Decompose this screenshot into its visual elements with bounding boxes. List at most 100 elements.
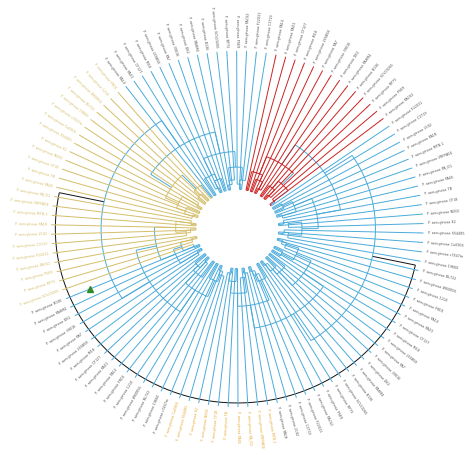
Text: P. aeruginosa PA_D1: P. aeruginosa PA_D1 — [246, 410, 252, 445]
Text: P. aeruginosa PAHM4: P. aeruginosa PAHM4 — [358, 367, 383, 397]
Text: P. aeruginosa 1210: P. aeruginosa 1210 — [84, 71, 109, 97]
Text: P. aeruginosa MTB-1: P. aeruginosa MTB-1 — [266, 408, 276, 443]
Text: P. aeruginosa C3719: P. aeruginosa C3719 — [397, 111, 428, 133]
Text: P. aeruginosa DK2: P. aeruginosa DK2 — [340, 50, 361, 78]
Text: P. aeruginosa SCV20265: P. aeruginosa SCV20265 — [365, 63, 395, 96]
Text: P. aeruginosa CF18: P. aeruginosa CF18 — [212, 410, 220, 442]
Text: P. aeruginosa N002: P. aeruginosa N002 — [427, 209, 460, 216]
Text: P. aeruginosa BL722: P. aeruginosa BL722 — [66, 86, 95, 111]
Text: P. aeruginosa 19660: P. aeruginosa 19660 — [424, 260, 459, 270]
Text: P. aeruginosa PA45: P. aeruginosa PA45 — [422, 176, 454, 187]
Text: P. aeruginosa C3719: P. aeruginosa C3719 — [296, 401, 310, 435]
Text: P. aeruginosa LESB58: P. aeruginosa LESB58 — [58, 340, 89, 366]
Text: P. aeruginosa PAHM4: P. aeruginosa PAHM4 — [187, 16, 199, 51]
Text: P. aeruginosa DK2: P. aeruginosa DK2 — [176, 23, 189, 54]
Text: P. aeruginosa B136: P. aeruginosa B136 — [350, 374, 373, 402]
Text: P. aeruginosa PA1R: P. aeruginosa PA1R — [276, 406, 287, 439]
Text: P. aeruginosa TB: P. aeruginosa TB — [225, 411, 230, 439]
Text: P. aeruginosa Cu0905: P. aeruginosa Cu0905 — [44, 112, 77, 135]
Text: P. aeruginosa F22031: P. aeruginosa F22031 — [392, 101, 423, 125]
Text: P. aeruginosa PSE9: P. aeruginosa PSE9 — [324, 389, 342, 420]
Text: P. aeruginosa PAO1: P. aeruginosa PAO1 — [403, 315, 434, 334]
Text: P. aeruginosa PAHM4: P. aeruginosa PAHM4 — [34, 307, 67, 327]
Text: P. aeruginosa PA1R: P. aeruginosa PA1R — [15, 222, 47, 227]
Text: P. aeruginosa PAO1: P. aeruginosa PAO1 — [85, 362, 110, 389]
Text: P. aeruginosa CF18: P. aeruginosa CF18 — [426, 198, 458, 206]
Text: P. aeruginosa VRFPA04: P. aeruginosa VRFPA04 — [416, 152, 453, 168]
Text: P. aeruginosa FRD1: P. aeruginosa FRD1 — [412, 297, 444, 313]
Text: P. aeruginosa PSE9: P. aeruginosa PSE9 — [379, 86, 406, 110]
Text: P. aeruginosa FRD1: P. aeruginosa FRD1 — [93, 63, 117, 91]
Text: P. aeruginosa 1210: P. aeruginosa 1210 — [113, 380, 134, 409]
Text: P. aeruginosa PA7: P. aeruginosa PA7 — [56, 333, 83, 353]
Text: P. aeruginosa LESB58: P. aeruginosa LESB58 — [314, 29, 332, 64]
Text: P. aeruginosa PSE9: P. aeruginosa PSE9 — [235, 15, 239, 47]
Text: P. aeruginosa N002: P. aeruginosa N002 — [31, 144, 63, 161]
Text: P. aeruginosa PAHM4: P. aeruginosa PAHM4 — [349, 53, 373, 84]
Text: P. aeruginosa LESB58: P. aeruginosa LESB58 — [386, 339, 418, 365]
Text: P. aeruginosa PA14: P. aeruginosa PA14 — [275, 19, 285, 51]
Text: P. aeruginosa N002: P. aeruginosa N002 — [201, 409, 210, 441]
Text: P. aeruginosa FRD1: P. aeruginosa FRD1 — [103, 374, 126, 403]
Text: P. aeruginosa 39016: P. aeruginosa 39016 — [373, 354, 400, 381]
Text: P. aeruginosa PAO1: P. aeruginosa PAO1 — [112, 49, 133, 79]
Text: P. aeruginosa CF127: P. aeruginosa CF127 — [75, 355, 103, 382]
Text: P. aeruginosa RP73: P. aeruginosa RP73 — [223, 15, 228, 47]
Text: P. aeruginosa 19660: P. aeruginosa 19660 — [144, 394, 161, 427]
Text: P. aeruginosa CF127: P. aeruginosa CF127 — [398, 323, 429, 345]
Text: P. aeruginosa BL722: P. aeruginosa BL722 — [133, 390, 152, 422]
Text: P. aeruginosa W60856: P. aeruginosa W60856 — [72, 75, 102, 104]
Text: P. aeruginosa E2: P. aeruginosa E2 — [190, 407, 200, 435]
Text: P. aeruginosa W60856: P. aeruginosa W60856 — [120, 385, 143, 420]
Text: P. aeruginosa E2: P. aeruginosa E2 — [40, 136, 67, 152]
Text: P. aeruginosa DK2: P. aeruginosa DK2 — [44, 316, 72, 334]
Text: P. aeruginosa RP73: P. aeruginosa RP73 — [24, 280, 56, 293]
Text: P. aeruginosa SCV20265: P. aeruginosa SCV20265 — [341, 379, 368, 415]
Text: P. aeruginosa M18: P. aeruginosa M18 — [133, 39, 151, 69]
Text: P. aeruginosa C3719: P. aeruginosa C3719 — [13, 242, 48, 249]
Text: P. aeruginosa PA_D1: P. aeruginosa PA_D1 — [419, 164, 453, 177]
Text: P. aeruginosa PACS2: P. aeruginosa PACS2 — [16, 261, 51, 272]
Text: P. aeruginosa VRFPA04: P. aeruginosa VRFPA04 — [256, 410, 264, 448]
Text: P. aeruginosa PSE9: P. aeruginosa PSE9 — [21, 271, 53, 283]
Text: P. aeruginosa 1210: P. aeruginosa 1210 — [416, 288, 447, 303]
Text: P. aeruginosa S54485: P. aeruginosa S54485 — [176, 404, 190, 440]
Text: P. aeruginosa c7447m: P. aeruginosa c7447m — [154, 398, 171, 434]
Text: P. aeruginosa E2: P. aeruginosa E2 — [428, 221, 456, 225]
Text: P. aeruginosa SCV20265: P. aeruginosa SCV20265 — [210, 7, 219, 48]
Text: P. aeruginosa c7447m: P. aeruginosa c7447m — [50, 102, 82, 126]
Text: P. aeruginosa PA45: P. aeruginosa PA45 — [236, 411, 240, 443]
Text: P. aeruginosa F22031: P. aeruginosa F22031 — [305, 398, 322, 433]
Text: P. aeruginosa Cu0905: P. aeruginosa Cu0905 — [165, 401, 180, 437]
Text: P. aeruginosa B136: P. aeruginosa B136 — [357, 62, 381, 90]
Text: P. aeruginosa C3719: P. aeruginosa C3719 — [265, 15, 274, 49]
Text: P. aeruginosa RP73: P. aeruginosa RP73 — [333, 384, 353, 414]
Text: P. aeruginosa VRFPA04: P. aeruginosa VRFPA04 — [10, 198, 49, 207]
Text: P. aeruginosa PAO1: P. aeruginosa PAO1 — [285, 21, 297, 54]
Text: P. aeruginosa Cu0905: P. aeruginosa Cu0905 — [427, 241, 464, 248]
Text: P. aeruginosa 2192: P. aeruginosa 2192 — [15, 233, 47, 238]
Text: P. aeruginosa BL722: P. aeruginosa BL722 — [422, 269, 456, 282]
Text: P. aeruginosa PA7: P. aeruginosa PA7 — [380, 347, 405, 369]
Text: P. aeruginosa M18: P. aeruginosa M18 — [392, 331, 420, 352]
Text: P. aeruginosa PA14: P. aeruginosa PA14 — [408, 306, 438, 324]
Text: P. aeruginosa 19660: P. aeruginosa 19660 — [59, 94, 88, 118]
Text: P. aeruginosa S54485: P. aeruginosa S54485 — [428, 231, 464, 236]
Text: P. aeruginosa B136: P. aeruginosa B136 — [199, 17, 209, 50]
Text: P. aeruginosa 39016: P. aeruginosa 39016 — [332, 41, 353, 73]
Text: P. aeruginosa PA14: P. aeruginosa PA14 — [94, 368, 118, 395]
Text: P. aeruginosa PA_D1: P. aeruginosa PA_D1 — [16, 187, 51, 198]
Text: P. aeruginosa PA14: P. aeruginosa PA14 — [102, 56, 125, 84]
Text: P. aeruginosa F22031: P. aeruginosa F22031 — [255, 11, 263, 48]
Text: P. aeruginosa 2192: P. aeruginosa 2192 — [286, 404, 299, 436]
Text: P. aeruginosa 39016: P. aeruginosa 39016 — [46, 324, 77, 346]
Text: P. aeruginosa S54485: P. aeruginosa S54485 — [37, 122, 72, 143]
Text: P. aeruginosa PACS2: P. aeruginosa PACS2 — [385, 93, 415, 117]
Text: P. aeruginosa PA7: P. aeruginosa PA7 — [323, 40, 340, 68]
Text: P. aeruginosa F22031: P. aeruginosa F22031 — [12, 252, 49, 261]
Text: P. aeruginosa SCV20265: P. aeruginosa SCV20265 — [19, 289, 59, 307]
Text: P. aeruginosa PACS2: P. aeruginosa PACS2 — [315, 394, 333, 426]
Text: P. aeruginosa W60856: P. aeruginosa W60856 — [419, 279, 456, 293]
Text: P. aeruginosa MTB-1: P. aeruginosa MTB-1 — [13, 210, 48, 217]
Text: P. aeruginosa TB: P. aeruginosa TB — [27, 167, 55, 179]
